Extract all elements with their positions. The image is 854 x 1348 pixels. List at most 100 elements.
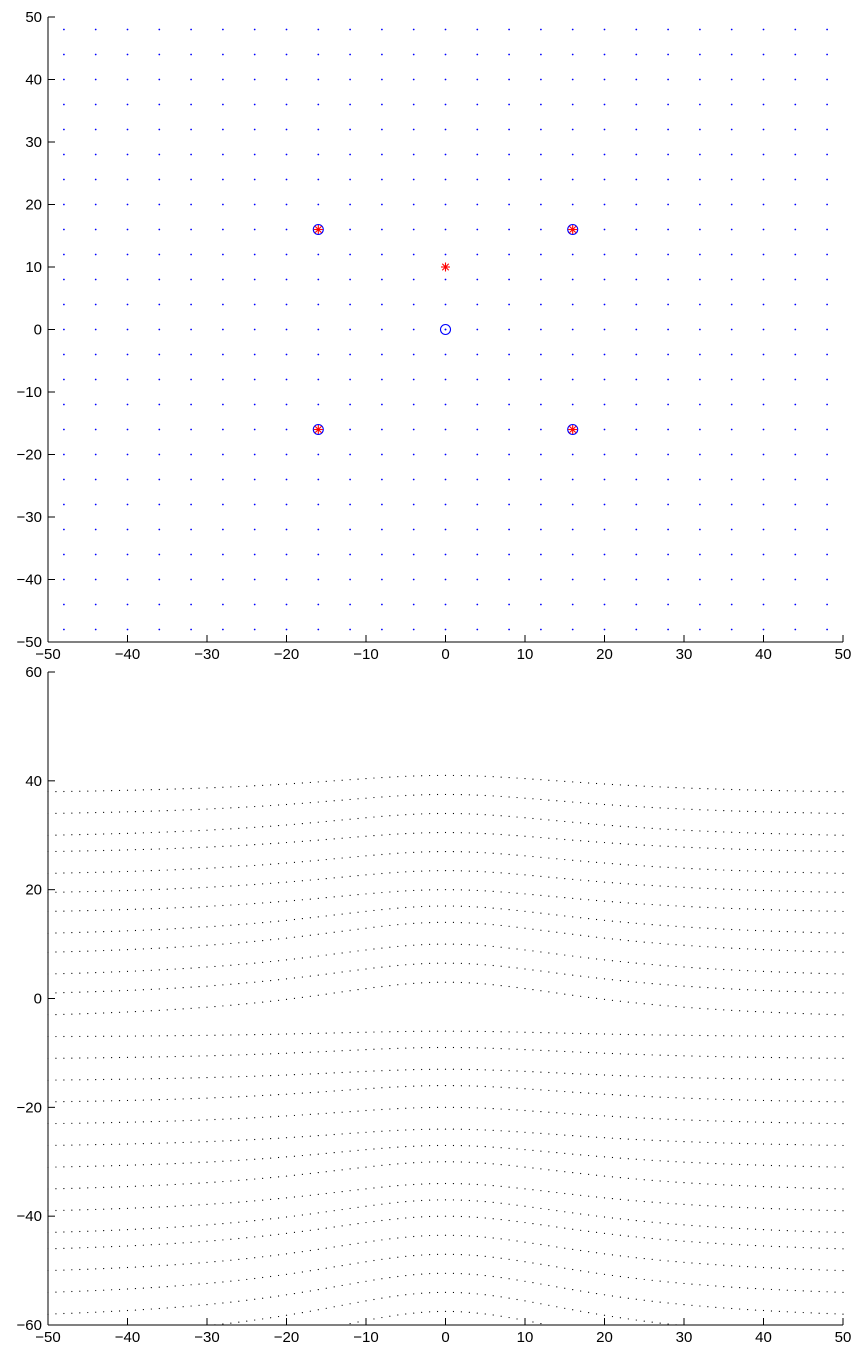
warped-grid-dot (373, 1187, 375, 1189)
asterisk-point (313, 225, 323, 234)
grid-dot (826, 78, 828, 81)
warped-grid-dot (683, 808, 685, 810)
warped-grid-dot (548, 819, 550, 821)
bottom-x-tick-label: 30 (676, 1329, 693, 1346)
warped-grid-dot (230, 1322, 232, 1324)
warped-grid-dot (381, 834, 383, 836)
warped-grid-dot (754, 889, 757, 891)
warped-grid-dot (158, 1184, 160, 1186)
warped-grid-dot (826, 790, 828, 793)
warped-grid-dot (79, 850, 81, 852)
warped-grid-dot (476, 1183, 478, 1186)
warped-grid-dot (540, 1132, 542, 1134)
warped-grid-dot (87, 1057, 89, 1059)
warped-grid-dot (651, 1321, 653, 1323)
grid-dot (667, 103, 669, 106)
warped-grid-dot (365, 797, 367, 799)
warped-grid-dot (635, 922, 637, 924)
warped-grid-dot (643, 903, 645, 905)
warped-grid-dot (762, 989, 765, 992)
warped-grid-dot (349, 1190, 351, 1192)
warped-grid-dot (754, 948, 757, 950)
warped-grid-dot (389, 776, 391, 778)
warped-grid-dot (381, 925, 383, 927)
warped-grid-dot (826, 891, 828, 893)
warped-grid-dot (238, 1300, 240, 1302)
warped-grid-dot (715, 888, 717, 890)
warped-grid-dot (747, 1164, 749, 1166)
warped-grid-dot (786, 1100, 788, 1102)
warped-grid-dot (691, 1034, 693, 1037)
warped-grid-dot (500, 1069, 502, 1071)
warped-grid-dot (55, 812, 57, 814)
grid-dot (571, 578, 574, 581)
grid-dot (126, 303, 129, 306)
warped-grid-dot (421, 794, 423, 796)
warped-grid-dot (762, 1011, 765, 1013)
grid-dot (63, 453, 65, 456)
warped-grid-dot (150, 1287, 152, 1289)
warped-grid-dot (778, 871, 781, 873)
grid-dot (476, 478, 479, 481)
grid-dot (603, 478, 606, 481)
warped-grid-dot (468, 1183, 470, 1185)
warped-grid-dot (739, 929, 741, 931)
warped-grid-dot (301, 1173, 303, 1176)
warped-grid-dot (95, 850, 97, 852)
warped-grid-dot (508, 1316, 510, 1319)
warped-grid-dot (301, 1271, 303, 1273)
grid-dot (603, 303, 606, 306)
warped-grid-dot (691, 1224, 693, 1227)
warped-grid-dot (63, 790, 65, 793)
warped-grid-dot (341, 930, 343, 932)
warped-grid-dot (826, 972, 828, 975)
warped-grid-dot (452, 793, 455, 796)
grid-dot (222, 103, 224, 106)
warped-grid-dot (270, 1074, 272, 1077)
grid-dot (762, 328, 765, 331)
warped-grid-dot (715, 987, 717, 989)
warped-grid-dot (778, 990, 781, 992)
warped-grid-dot (754, 1078, 757, 1080)
warped-grid-dot (659, 1118, 661, 1120)
warped-grid-dot (285, 1115, 288, 1117)
warped-grid-dot (524, 1300, 526, 1302)
warped-grid-dot (444, 870, 447, 872)
warped-grid-dot (277, 842, 280, 844)
warped-grid-dot (142, 1164, 144, 1166)
grid-dot (190, 328, 193, 331)
warped-grid-dot (707, 1120, 709, 1122)
warped-grid-dot (603, 1314, 606, 1316)
warped-grid-dot (778, 1267, 781, 1269)
grid-dot (158, 278, 161, 281)
warped-grid-dot (246, 1237, 248, 1239)
warped-grid-dot (373, 892, 375, 894)
warped-grid-dot (79, 1268, 81, 1271)
warped-grid-dot (444, 1030, 447, 1032)
warped-grid-dot (595, 1313, 598, 1315)
grid-dot (253, 153, 256, 156)
warped-grid-dot (222, 1302, 224, 1304)
warped-grid-dot (548, 837, 550, 839)
warped-grid-dot (754, 789, 757, 791)
warped-grid-dot (540, 951, 542, 953)
grid-dot (444, 78, 447, 81)
warped-grid-dot (317, 994, 319, 996)
warped-grid-dot (429, 794, 431, 796)
warped-grid-dot (516, 948, 518, 950)
warped-grid-dot (111, 871, 113, 873)
warped-grid-dot (667, 965, 669, 967)
warped-grid-dot (603, 1294, 606, 1296)
grid-dot (540, 553, 542, 556)
warped-grid-dot (699, 1262, 701, 1265)
warped-grid-dot (214, 808, 216, 810)
warped-grid-dot (214, 1303, 216, 1305)
warped-grid-dot (667, 1180, 669, 1183)
grid-dot (571, 528, 574, 531)
warped-grid-dot (675, 1076, 677, 1078)
warped-grid-dot (747, 1099, 749, 1101)
warped-grid-dot (150, 1244, 152, 1246)
grid-dot (699, 403, 701, 406)
warped-grid-dot (524, 1280, 526, 1282)
grid-dot (412, 628, 415, 631)
